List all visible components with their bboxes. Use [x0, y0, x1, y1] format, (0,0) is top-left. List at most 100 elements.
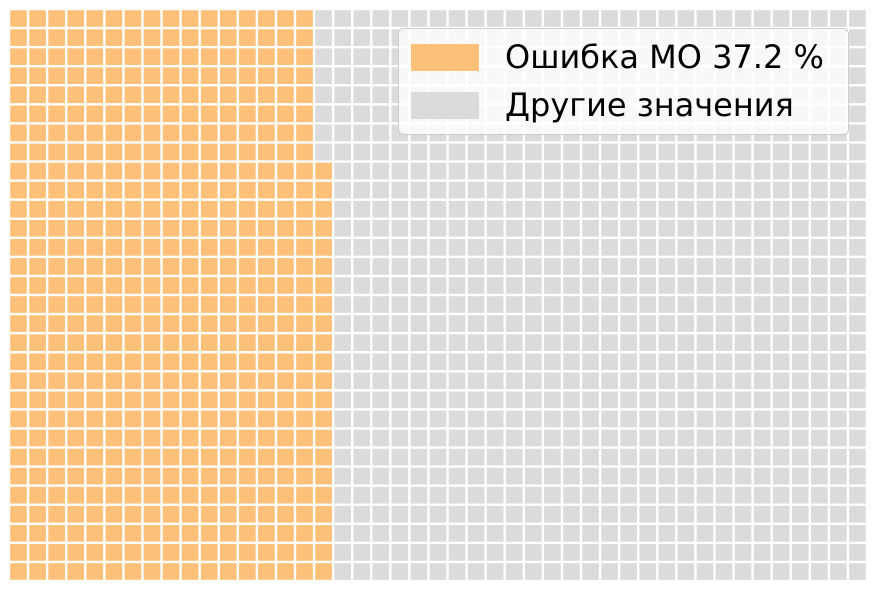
waffle-cell-other	[525, 372, 542, 390]
waffle-cell-other	[486, 391, 504, 409]
waffle-cell-error	[29, 258, 46, 275]
waffle-cell-other	[620, 391, 637, 409]
waffle-cell-other	[658, 296, 676, 313]
waffle-cell-other	[734, 162, 752, 180]
waffle-cell-other	[791, 410, 809, 428]
waffle-cell-other	[830, 181, 847, 199]
waffle-cell-error	[296, 429, 313, 447]
waffle-cell-other	[315, 124, 332, 142]
waffle-cell-error	[239, 372, 256, 390]
waffle-cell-other	[429, 181, 447, 199]
waffle-cell-error	[143, 200, 161, 218]
waffle-cell-other	[334, 239, 351, 256]
waffle-cell-other	[715, 277, 733, 294]
waffle-cell-error	[67, 105, 85, 123]
waffle-cell-error	[277, 563, 294, 580]
waffle-cell-other	[353, 563, 371, 580]
waffle-cell-other	[467, 296, 485, 313]
waffle-cell-error	[48, 372, 65, 390]
waffle-cell-other	[448, 486, 466, 504]
waffle-cell-error	[29, 315, 46, 332]
waffle-cell-other	[791, 448, 809, 466]
waffle-cell-other	[582, 162, 599, 180]
waffle-cell-other	[582, 239, 599, 256]
waffle-cell-error	[67, 67, 85, 85]
waffle-cell-error	[277, 258, 294, 275]
waffle-cell-other	[391, 486, 409, 504]
waffle-cell-other	[563, 467, 580, 485]
waffle-cell-error	[239, 48, 256, 65]
waffle-cell-other	[429, 544, 447, 561]
waffle-cell-other	[620, 563, 637, 580]
waffle-cell-other	[448, 544, 466, 561]
waffle-cell-error	[277, 86, 294, 104]
waffle-cell-other	[391, 334, 409, 351]
waffle-cell-other	[830, 315, 847, 332]
waffle-cell-error	[239, 277, 256, 294]
waffle-cell-error	[296, 467, 313, 485]
waffle-cell-other	[410, 239, 428, 256]
waffle-cell-other	[734, 525, 752, 542]
waffle-cell-error	[162, 124, 180, 142]
waffle-cell-error	[29, 486, 46, 504]
waffle-cell-error	[296, 181, 313, 199]
waffle-cell-error	[105, 353, 123, 371]
waffle-cell-error	[29, 467, 46, 485]
legend-label-other: Другие значения	[505, 86, 794, 124]
waffle-cell-error	[124, 29, 142, 46]
waffle-cell-other	[639, 296, 657, 313]
waffle-cell-other	[429, 258, 447, 275]
waffle-cell-other	[734, 486, 752, 504]
waffle-cell-other	[639, 467, 657, 485]
waffle-cell-error	[162, 505, 180, 523]
waffle-cell-other	[563, 563, 580, 580]
waffle-cell-error	[315, 429, 332, 447]
waffle-cell-error	[10, 429, 27, 447]
waffle-cell-other	[372, 67, 390, 85]
waffle-cell-other	[677, 200, 695, 218]
waffle-cell-error	[277, 429, 294, 447]
waffle-cell-error	[277, 181, 294, 199]
waffle-cell-error	[124, 544, 142, 561]
waffle-cell-other	[544, 143, 561, 161]
waffle-cell-other	[334, 48, 351, 65]
waffle-cell-other	[715, 525, 733, 542]
waffle-cell-other	[372, 200, 390, 218]
waffle-cell-other	[715, 563, 733, 580]
waffle-cell-other	[372, 105, 390, 123]
waffle-cell-other	[734, 181, 752, 199]
waffle-cell-other	[429, 467, 447, 485]
waffle-cell-error	[258, 467, 275, 485]
waffle-cell-error	[277, 67, 294, 85]
waffle-cell-other	[525, 467, 542, 485]
waffle-cell-other	[849, 48, 866, 65]
waffle-cell-error	[219, 239, 237, 256]
waffle-cell-other	[372, 467, 390, 485]
waffle-cell-error	[143, 353, 161, 371]
waffle-cell-other	[391, 239, 409, 256]
waffle-cell-error	[143, 391, 161, 409]
waffle-cell-error	[86, 353, 104, 371]
waffle-cell-other	[753, 448, 771, 466]
waffle-cell-error	[124, 486, 142, 504]
waffle-cell-error	[124, 429, 142, 447]
waffle-cell-other	[525, 239, 542, 256]
waffle-cell-other	[505, 525, 523, 542]
waffle-cell-error	[315, 372, 332, 390]
waffle-cell-other	[410, 410, 428, 428]
waffle-cell-other	[753, 429, 771, 447]
waffle-cell-other	[791, 258, 809, 275]
waffle-cell-other	[677, 353, 695, 371]
waffle-cell-other	[715, 467, 733, 485]
waffle-cell-other	[505, 277, 523, 294]
waffle-cell-error	[10, 391, 27, 409]
waffle-cell-other	[429, 410, 447, 428]
waffle-cell-error	[86, 10, 104, 27]
waffle-cell-other	[734, 544, 752, 561]
waffle-cell-other	[525, 258, 542, 275]
waffle-cell-other	[830, 296, 847, 313]
waffle-cell-other	[467, 467, 485, 485]
waffle-cell-other	[467, 143, 485, 161]
waffle-cell-error	[67, 372, 85, 390]
